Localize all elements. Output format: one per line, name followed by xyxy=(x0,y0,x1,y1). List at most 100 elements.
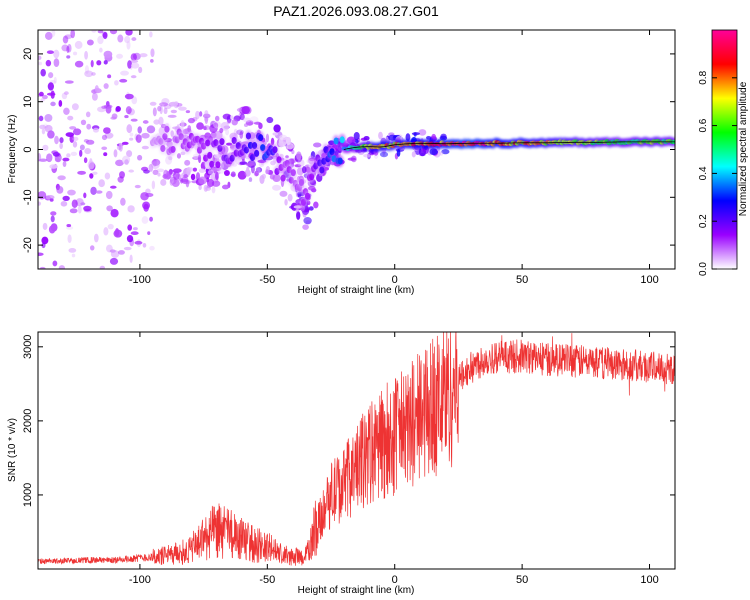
heatmap-cell xyxy=(239,113,245,121)
heatmap-cell xyxy=(107,223,114,230)
snr-y-label: SNR (10 * v/v) xyxy=(7,418,18,482)
ridge-point xyxy=(205,139,211,147)
heatmap-cell xyxy=(62,35,69,44)
heatmap-cell xyxy=(44,113,53,122)
heatmap-cell xyxy=(149,101,157,106)
heatmap-cell xyxy=(45,59,52,67)
heatmap-cell xyxy=(135,134,142,143)
ridge-point xyxy=(164,125,170,133)
heatmap-cell xyxy=(170,177,174,184)
ridge-point xyxy=(160,144,166,152)
ridge-point xyxy=(245,132,252,140)
heatmap-cell xyxy=(250,164,255,174)
ridge-point xyxy=(170,145,176,153)
heatmap-cell xyxy=(297,159,305,167)
heatmap-cell xyxy=(141,145,149,150)
heatmap-cell xyxy=(301,166,307,174)
heatmap-cell xyxy=(223,169,230,176)
heatmap-cell xyxy=(83,157,88,164)
heatmap-cell xyxy=(396,148,401,157)
ridge-point xyxy=(207,151,213,159)
heatmap-cell xyxy=(221,184,230,190)
heatmap-cell xyxy=(109,257,119,265)
y-tick-label: 2000 xyxy=(22,409,34,433)
heatmap-cell xyxy=(70,30,76,39)
heatmap-cell xyxy=(272,184,282,191)
heatmap-cell xyxy=(130,231,139,235)
heatmap-cell xyxy=(233,128,238,136)
heatmap-cell xyxy=(74,40,83,49)
heatmap-cell xyxy=(293,205,303,209)
heatmap-cell xyxy=(147,231,151,235)
heatmap-cell xyxy=(110,185,117,189)
heatmap-cell xyxy=(111,113,118,120)
ridge-point xyxy=(254,149,260,157)
heatmap-cell xyxy=(77,205,82,214)
heatmap-cell xyxy=(86,123,92,130)
heatmap-cell xyxy=(83,138,89,143)
heatmap-cell xyxy=(411,151,416,158)
heatmap-cell xyxy=(47,130,55,139)
x-tick-label: -100 xyxy=(129,274,151,286)
heatmap-cell xyxy=(162,173,172,180)
heatmap-cell xyxy=(198,176,207,185)
y-tick-label: 1000 xyxy=(22,483,34,507)
ridge-point xyxy=(258,134,264,142)
heatmap-cell xyxy=(123,246,132,251)
heatmap-cell xyxy=(84,50,88,60)
heatmap-cell xyxy=(106,244,113,253)
heatmap-cell xyxy=(134,240,143,245)
heatmap-cell xyxy=(96,60,102,66)
heatmap-cell xyxy=(103,127,111,134)
heatmap-cell xyxy=(116,144,122,151)
heatmap-cell xyxy=(405,133,411,141)
heatmap-cell xyxy=(39,124,46,130)
heatmap-cell xyxy=(215,171,219,181)
heatmap-cell xyxy=(103,227,109,236)
heatmap-cell xyxy=(131,62,140,69)
heatmap-cell xyxy=(38,91,44,97)
heatmap-cell xyxy=(62,157,70,162)
heatmap-cell xyxy=(139,53,148,58)
x-tick-label: 0 xyxy=(392,274,398,286)
heatmap-cell xyxy=(157,105,162,112)
heatmap-cell xyxy=(272,132,279,136)
heatmap-cell xyxy=(71,199,78,208)
heatmap-cell xyxy=(248,177,253,182)
heatmap-cell xyxy=(226,142,233,146)
heatmap-cell xyxy=(67,189,76,196)
colorbar-tick-label: 0.4 xyxy=(698,166,709,180)
heatmap-cell xyxy=(72,128,82,136)
heatmap-cell xyxy=(239,131,244,139)
heatmap-cell xyxy=(92,171,98,175)
heatmap-cell xyxy=(152,169,159,176)
heatmap-cell xyxy=(85,111,91,118)
ridge-point xyxy=(260,144,266,152)
heatmap-cell xyxy=(130,59,139,63)
heatmap-cell xyxy=(169,101,179,107)
heatmap-cell xyxy=(211,186,216,194)
heatmap-cell xyxy=(62,195,70,201)
heatmap-cell xyxy=(105,190,113,200)
heatmap-cell xyxy=(72,136,79,142)
heatmap-cell xyxy=(120,70,129,76)
heatmap-cell xyxy=(127,224,133,231)
heatmap-cell xyxy=(69,126,77,130)
heatmap-cell xyxy=(130,118,138,122)
heatmap-cell xyxy=(85,139,95,145)
heatmap-cell xyxy=(185,110,191,114)
heatmap-cell xyxy=(74,60,84,68)
heatmap-cell xyxy=(132,227,138,231)
heatmap-cell xyxy=(137,126,142,134)
heatmap-cell xyxy=(44,124,53,133)
y-tick-label: -20 xyxy=(22,237,34,253)
heatmap-cell xyxy=(38,201,42,206)
heatmap-cell xyxy=(429,148,438,156)
heatmap-cell xyxy=(161,98,170,105)
heatmap-cell xyxy=(129,132,134,137)
heatmap-cell xyxy=(59,142,63,150)
heatmap-cell xyxy=(127,60,132,69)
heatmap-cell xyxy=(115,105,121,112)
colorbar-label: Normalized spectral amplitude xyxy=(738,81,749,216)
heatmap-cell xyxy=(102,31,108,40)
